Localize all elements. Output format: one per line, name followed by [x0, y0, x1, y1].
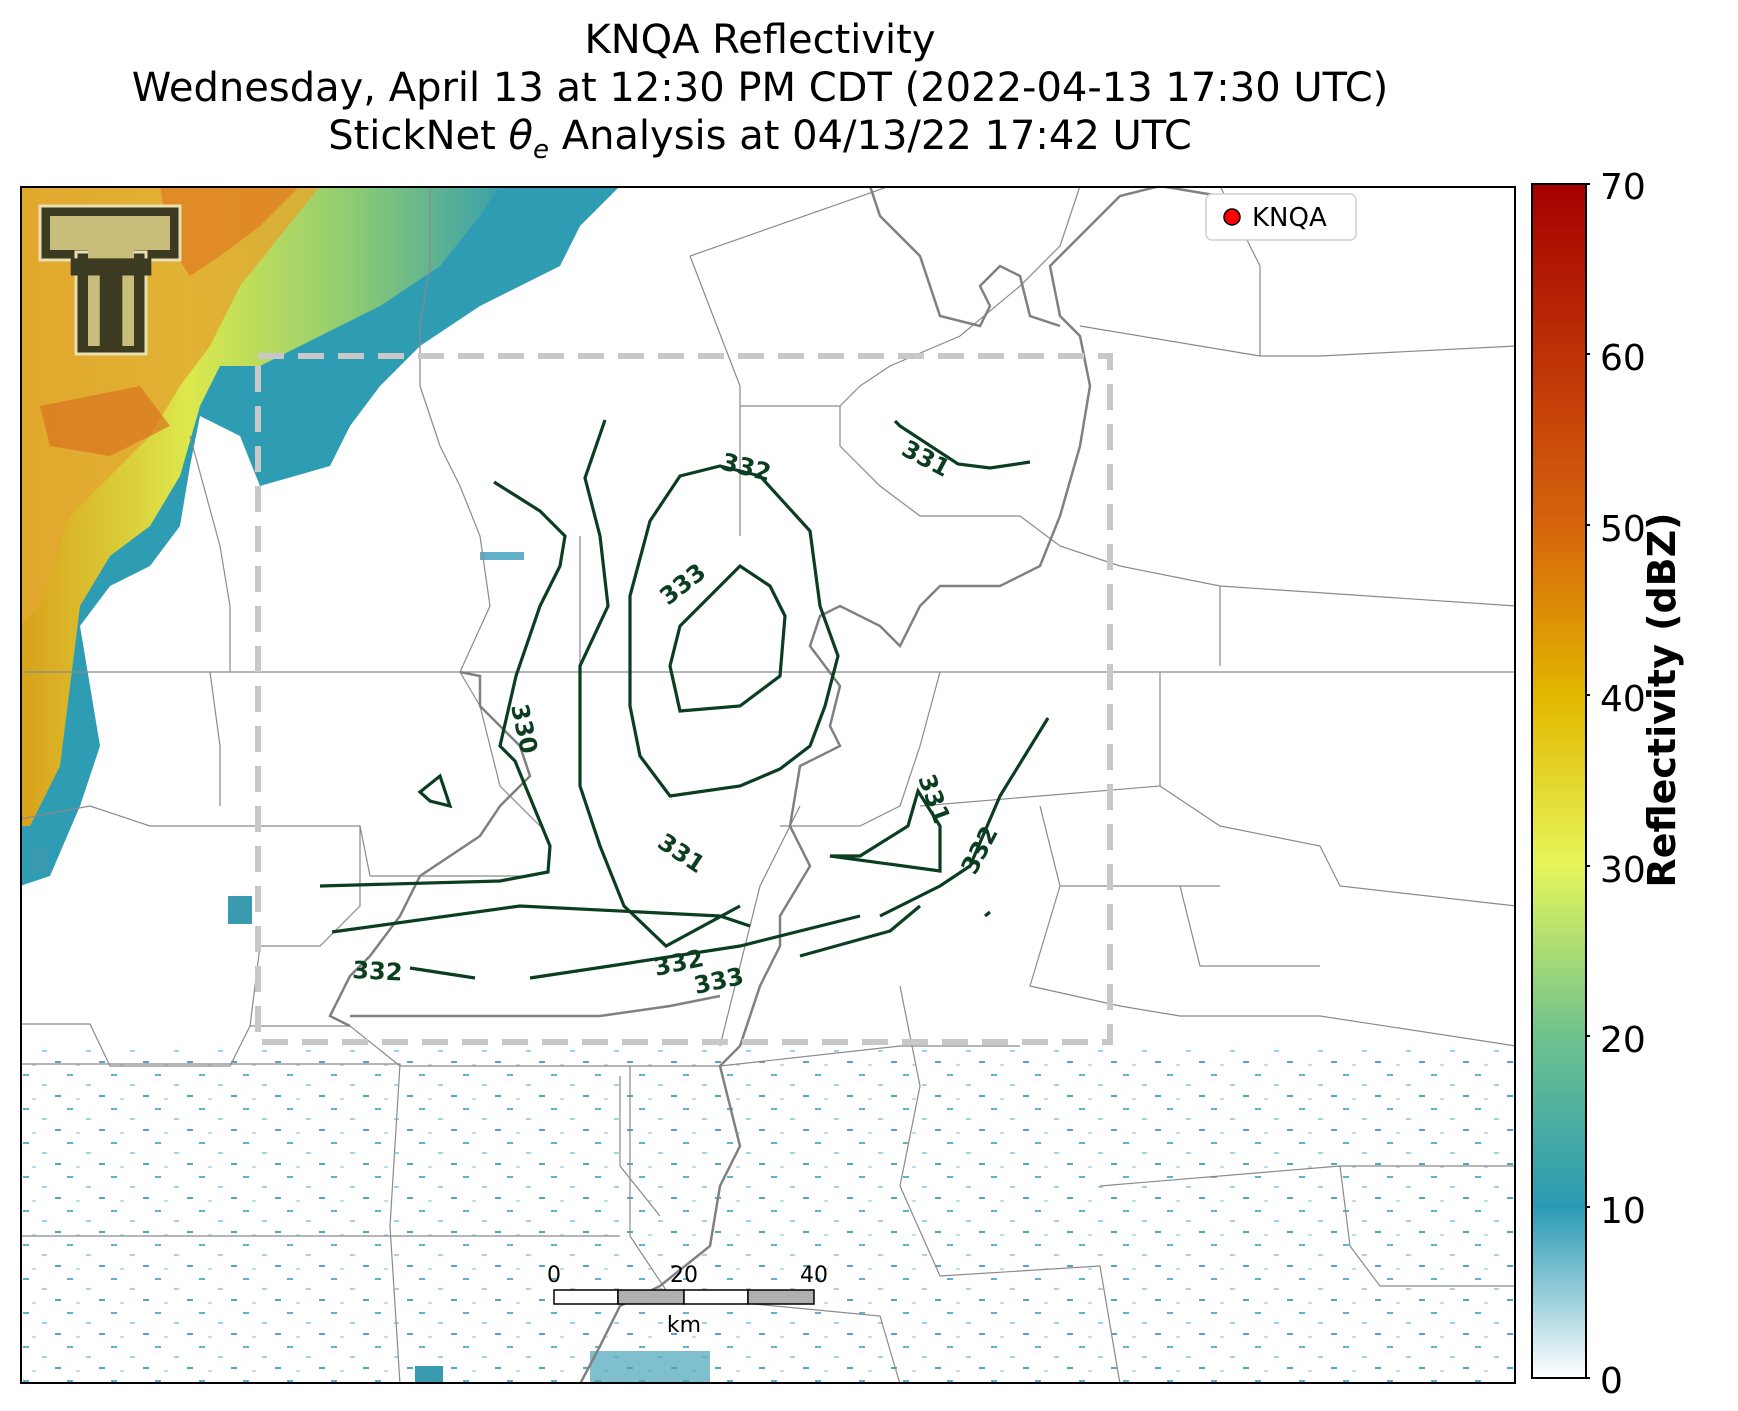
echo-blob [228, 896, 252, 924]
contour-line [529, 914, 861, 980]
radar-clutter [20, 1046, 1516, 1384]
analysis-prefix: StickNet [328, 113, 509, 159]
contour-line [578, 419, 741, 948]
scale-bar: 0 20 40 km [547, 1263, 828, 1338]
scale-tick-40: 40 [800, 1263, 828, 1288]
colorbar-tick-30: 30 [1600, 850, 1646, 891]
contour-line [409, 966, 476, 980]
chart-subtitle-time: Wednesday, April 13 at 12:30 PM CDT (202… [131, 65, 1389, 111]
theta-e-contours [319, 419, 1050, 980]
colorbar [1531, 183, 1590, 1379]
county-boundaries [20, 186, 1516, 1384]
contour-line [893, 419, 1031, 470]
colorbar-tick-70: 70 [1600, 167, 1646, 208]
colorbar-tick-20: 20 [1600, 1020, 1646, 1061]
contour-label: 331 [653, 828, 710, 879]
contour-line [668, 563, 787, 713]
contour-label: 332 [719, 448, 774, 487]
contour-label: 332 [352, 956, 404, 987]
contour-line [984, 910, 991, 918]
analysis-suffix: Analysis at 04/13/22 17:42 UTC [548, 113, 1192, 159]
contour-label: 330 [505, 701, 543, 756]
radar-map: 331 332 333 330 331 331 332 332 332 333 … [20, 186, 1516, 1384]
echo-blob [30, 848, 48, 872]
contour-label: 331 [897, 435, 954, 483]
colorbar-tick-60: 60 [1600, 338, 1646, 379]
echo-blob [480, 552, 524, 560]
colorbar-tick-10: 10 [1600, 1191, 1646, 1232]
scale-tick-20: 20 [670, 1263, 698, 1288]
contour-line [829, 787, 942, 873]
tt-logo-letter: T [70, 236, 152, 375]
colorbar-tick-0: 0 [1600, 1361, 1623, 1402]
contour-label: 331 [912, 770, 955, 827]
scale-unit: km [667, 1313, 701, 1338]
legend: KNQA [1205, 193, 1357, 241]
chart-subtitle-analysis: StickNet θe Analysis at 04/13/22 17:42 U… [0, 112, 1520, 174]
theta-symbol: θ [508, 113, 533, 159]
colorbar-ticks [1586, 183, 1590, 1379]
colorbar-tick-50: 50 [1600, 509, 1646, 550]
contour-label: 332 [956, 821, 1004, 878]
contour-line [319, 480, 567, 888]
map-frame [20, 186, 1516, 1384]
colorbar-gradient [1531, 183, 1587, 1379]
theta-subscript: e [532, 135, 549, 165]
echo-blob [590, 1351, 710, 1384]
contour-line [879, 717, 1050, 918]
scale-tick-0: 0 [547, 1263, 561, 1288]
contour-line [417, 773, 453, 809]
contour-line [799, 904, 922, 958]
chart-title: KNQA Reflectivity [584, 17, 936, 63]
contour-line [331, 904, 751, 934]
contour-line [628, 464, 840, 798]
legend-label: KNQA [1252, 203, 1327, 233]
colorbar-label: Reflectivity (dBZ) [1640, 512, 1684, 888]
river-lines [328, 186, 1351, 1384]
analysis-domain-box [255, 353, 1113, 1045]
echo-blob [415, 1366, 443, 1384]
tt-logo: T [38, 204, 182, 375]
knqa-marker [1223, 208, 1241, 226]
colorbar-tick-40: 40 [1600, 679, 1646, 720]
